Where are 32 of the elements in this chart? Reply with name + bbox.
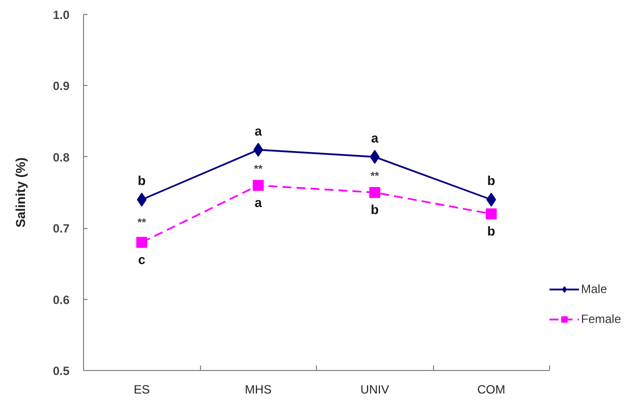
point — [252, 180, 264, 191]
annotation: a — [254, 123, 263, 138]
annotation: ** — [370, 170, 380, 183]
point — [486, 208, 497, 220]
x-tick-label: ES — [134, 382, 150, 396]
point — [136, 192, 147, 207]
y-axis-title: Salinity (%) — [12, 157, 28, 228]
y-tick-label: 0.5 — [52, 364, 70, 378]
annotation: b — [487, 223, 496, 238]
point — [370, 150, 380, 164]
point — [136, 236, 148, 248]
x-tick-label: MHS — [244, 382, 272, 396]
annotation: ** — [137, 216, 147, 229]
point — [369, 187, 380, 198]
x-tick-label: UNIV — [360, 382, 390, 396]
y-tick-label: 0.9 — [52, 79, 70, 94]
annotation: b — [487, 173, 496, 188]
y-tick-label: 0.8 — [52, 150, 70, 164]
point — [253, 142, 264, 157]
legend-label: Female — [581, 312, 622, 326]
annotation: b — [370, 202, 379, 217]
point — [486, 192, 496, 207]
y-tick-label: 0.7 — [52, 222, 70, 236]
annotation: c — [138, 252, 146, 267]
annotation: a — [254, 194, 263, 210]
annotation: a — [371, 130, 380, 146]
y-tick-label: 1.0 — [52, 8, 70, 22]
x-tick-label: COM — [477, 382, 506, 396]
annotation: b — [138, 173, 146, 188]
y-tick-label: 0.6 — [52, 292, 70, 307]
annotation: ** — [254, 164, 264, 176]
legend-label: Male — [581, 282, 608, 296]
